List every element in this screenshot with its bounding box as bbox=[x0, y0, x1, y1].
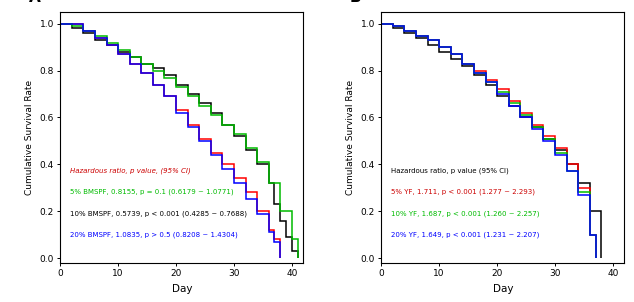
Y-axis label: Cumulative Survival Rate: Cumulative Survival Rate bbox=[25, 80, 34, 195]
Text: 10% BMSPF, 0.5739, p < 0.001 (0.4285 ~ 0.7688): 10% BMSPF, 0.5739, p < 0.001 (0.4285 ~ 0… bbox=[70, 210, 247, 217]
Text: Hazardous ratio, p value (95% CI): Hazardous ratio, p value (95% CI) bbox=[391, 168, 508, 174]
Text: B: B bbox=[350, 0, 361, 5]
Text: 20% YF, 1.649, p < 0.001 (1.231 ~ 2.207): 20% YF, 1.649, p < 0.001 (1.231 ~ 2.207) bbox=[391, 231, 540, 238]
Text: 5% BMSPF, 0.8155, p = 0.1 (0.6179 ~ 1.0771): 5% BMSPF, 0.8155, p = 0.1 (0.6179 ~ 1.07… bbox=[70, 189, 233, 195]
Text: 20% BMSPF, 1.0835, p > 0.5 (0.8208 ~ 1.4304): 20% BMSPF, 1.0835, p > 0.5 (0.8208 ~ 1.4… bbox=[70, 231, 238, 238]
X-axis label: Day: Day bbox=[172, 284, 192, 294]
Text: 5% YF, 1.711, p < 0.001 (1.277 ~ 2.293): 5% YF, 1.711, p < 0.001 (1.277 ~ 2.293) bbox=[391, 189, 535, 195]
Y-axis label: Cumulative Survival Rate: Cumulative Survival Rate bbox=[346, 80, 355, 195]
Text: Hazardous ratio, p value, (95% CI): Hazardous ratio, p value, (95% CI) bbox=[70, 168, 191, 174]
Text: 10% YF, 1.687, p < 0.001 (1.260 ~ 2.257): 10% YF, 1.687, p < 0.001 (1.260 ~ 2.257) bbox=[391, 210, 540, 217]
X-axis label: Day: Day bbox=[493, 284, 513, 294]
Text: A: A bbox=[29, 0, 41, 5]
